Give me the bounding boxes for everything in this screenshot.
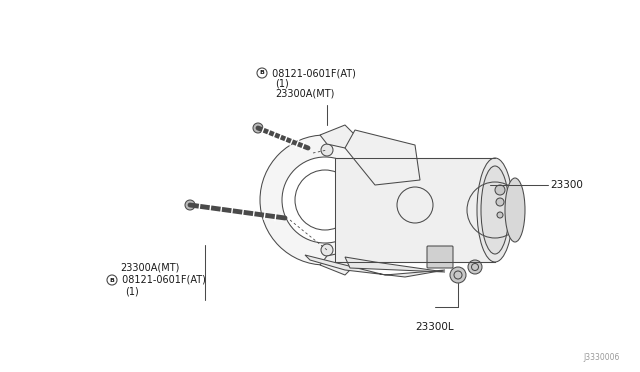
Ellipse shape [477, 158, 513, 262]
Text: 23300A(MT): 23300A(MT) [120, 263, 179, 273]
Ellipse shape [505, 178, 525, 242]
Text: B: B [109, 278, 115, 282]
Text: 08121-0601F(AT): 08121-0601F(AT) [269, 68, 356, 78]
Text: 23300L: 23300L [416, 322, 454, 332]
Polygon shape [335, 158, 495, 262]
Circle shape [321, 144, 333, 156]
Circle shape [495, 185, 505, 195]
Circle shape [496, 198, 504, 206]
Text: 23300: 23300 [550, 180, 583, 190]
Circle shape [450, 267, 466, 283]
Text: B: B [260, 71, 264, 76]
Circle shape [497, 212, 503, 218]
Polygon shape [320, 252, 360, 275]
Text: 23300A(MT): 23300A(MT) [275, 88, 334, 98]
Text: (1): (1) [275, 78, 289, 88]
Ellipse shape [481, 166, 509, 254]
Polygon shape [345, 257, 445, 272]
Polygon shape [305, 255, 445, 277]
Text: (1): (1) [125, 287, 139, 297]
Circle shape [321, 244, 333, 256]
Text: J3330006: J3330006 [584, 353, 620, 362]
Circle shape [185, 200, 195, 210]
Text: 08121-0601F(AT): 08121-0601F(AT) [119, 275, 206, 285]
Polygon shape [345, 130, 420, 185]
Circle shape [260, 135, 390, 265]
Circle shape [468, 260, 482, 274]
Circle shape [282, 157, 368, 243]
Polygon shape [320, 125, 360, 148]
FancyBboxPatch shape [427, 246, 453, 268]
Circle shape [253, 123, 263, 133]
